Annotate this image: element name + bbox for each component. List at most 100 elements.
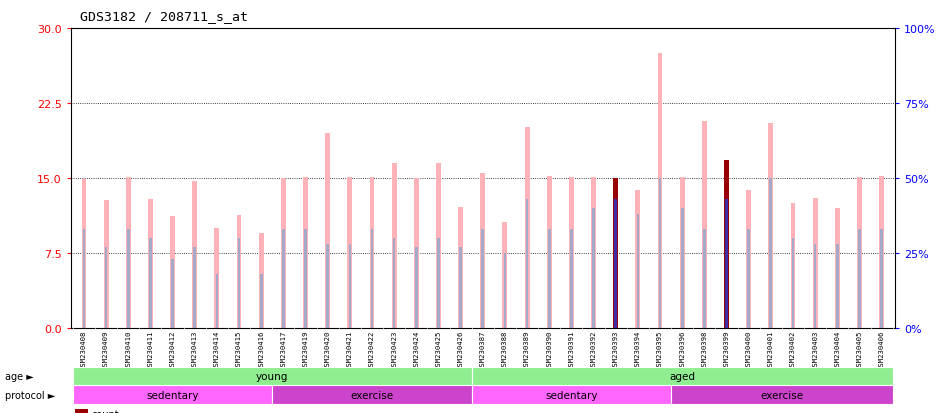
Bar [282,230,284,328]
Text: GSM230399: GSM230399 [723,330,729,370]
Bar [546,177,552,328]
Text: GSM230409: GSM230409 [103,330,109,370]
Text: GSM230421: GSM230421 [347,330,353,370]
Bar [879,177,884,328]
Bar [171,259,174,328]
Bar [148,199,153,328]
Text: GSM230400: GSM230400 [746,330,752,370]
Bar [259,233,264,328]
Text: GSM230391: GSM230391 [568,330,575,370]
Bar [260,274,263,328]
Bar [614,199,617,328]
Text: GSM230425: GSM230425 [435,330,442,370]
Text: GSM230416: GSM230416 [258,330,264,370]
Text: exercise: exercise [760,389,804,400]
Bar [127,230,130,328]
Text: exercise: exercise [350,389,394,400]
Text: age ►: age ► [5,371,34,381]
Bar [472,367,893,385]
Bar [370,230,373,328]
Bar [637,214,640,328]
Bar [703,230,706,328]
Bar [216,274,219,328]
Bar [436,164,441,328]
Text: GSM230388: GSM230388 [502,330,508,370]
Text: GSM230402: GSM230402 [790,330,796,370]
Bar [325,134,330,328]
Bar [724,161,729,328]
Bar [303,178,308,328]
Text: GSM230411: GSM230411 [147,330,154,370]
Bar [281,178,285,328]
Bar [593,209,595,328]
Bar [525,128,529,328]
Bar [569,178,574,328]
Text: GSM230405: GSM230405 [856,330,863,370]
Bar [437,238,440,328]
Bar [192,182,197,328]
Text: GSM230413: GSM230413 [192,330,198,370]
Bar [415,247,417,328]
Bar [658,178,661,328]
Text: GSM230390: GSM230390 [546,330,552,370]
Text: GSM230396: GSM230396 [679,330,685,370]
Text: GSM230408: GSM230408 [81,330,87,370]
Text: GSM230410: GSM230410 [125,330,131,370]
Text: GSM230389: GSM230389 [524,330,530,370]
Bar [104,201,108,328]
Bar [349,244,351,328]
Bar [858,230,861,328]
Text: GSM230423: GSM230423 [391,330,398,370]
Bar [481,230,484,328]
Bar [304,230,307,328]
Text: GSM230420: GSM230420 [325,330,331,370]
Bar [548,230,550,328]
Bar [725,199,728,328]
Bar [702,122,706,328]
Text: GSM230398: GSM230398 [702,330,707,370]
Bar [880,230,883,328]
Bar [480,173,485,328]
Text: GDS3182 / 208711_s_at: GDS3182 / 208711_s_at [80,10,248,23]
Bar [502,223,508,328]
Text: GSM230419: GSM230419 [302,330,309,370]
Bar [813,199,818,328]
Bar [613,178,618,328]
Bar [458,208,463,328]
Text: GSM230395: GSM230395 [657,330,663,370]
Bar [393,238,396,328]
Bar [680,178,685,328]
Text: GSM230393: GSM230393 [612,330,619,370]
Bar [770,178,772,328]
Bar [769,124,773,328]
Bar [126,178,131,328]
Text: young: young [256,371,288,381]
Text: count: count [91,409,119,413]
Bar [681,209,684,328]
Bar [149,238,152,328]
Text: GSM230414: GSM230414 [214,330,219,370]
Bar [472,385,671,404]
Text: GSM230424: GSM230424 [414,330,419,370]
Bar [790,204,795,328]
Bar [857,178,862,328]
Bar [836,244,838,328]
Text: GSM230422: GSM230422 [369,330,375,370]
Bar [171,216,175,328]
Text: GSM230387: GSM230387 [479,330,486,370]
Bar [392,164,397,328]
Bar [460,247,462,328]
Bar [236,216,241,328]
Bar [835,209,839,328]
Text: protocol ►: protocol ► [5,389,55,400]
Bar [73,367,472,385]
Text: GSM230394: GSM230394 [635,330,641,370]
Bar [592,178,596,328]
Bar [746,190,751,328]
Text: GSM230401: GSM230401 [768,330,773,370]
Bar [237,238,240,328]
Bar [105,247,107,328]
Bar [215,228,219,328]
Bar [791,238,794,328]
Text: sedentary: sedentary [146,389,199,400]
